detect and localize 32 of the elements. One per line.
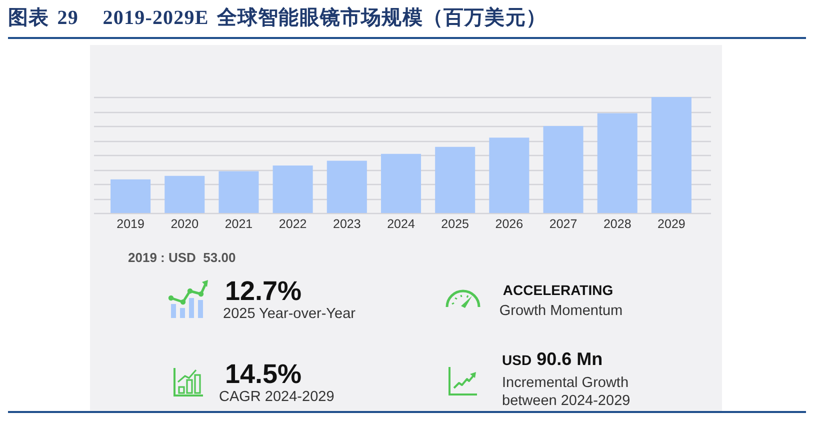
bar — [110, 179, 151, 213]
bar — [597, 113, 638, 213]
x-tick-label: 2025 — [441, 216, 470, 231]
text: 14.5% — [225, 359, 302, 390]
text: 2025 Year-over-Year — [223, 306, 356, 322]
x-tick-label: 2023 — [333, 216, 361, 231]
x-tick-label: 2019 — [116, 216, 144, 231]
bar — [164, 176, 205, 213]
x-tick-label: 2021 — [224, 216, 253, 231]
x-tick-label: 2027 — [549, 216, 578, 231]
text: USD 90.6 Mn — [502, 349, 603, 369]
x-tick-label: 2020 — [170, 216, 199, 231]
x-tick-label: 2026 — [495, 216, 524, 231]
text: 2019 : USD 53.00 — [128, 250, 236, 265]
x-tick-label: 2022 — [278, 216, 307, 231]
bar — [543, 126, 584, 213]
x-tick-label: 2024 — [387, 216, 415, 231]
bar — [380, 154, 422, 213]
x-tick-label: 2028 — [603, 216, 632, 231]
bar — [326, 160, 367, 213]
text: 12.7% — [225, 276, 302, 307]
bar — [651, 97, 692, 213]
text: CAGR 2024-2029 — [219, 389, 334, 405]
x-tick-label: 2029 — [658, 216, 686, 231]
bar — [218, 171, 259, 213]
bar — [435, 146, 476, 213]
text: Growth Momentum — [498, 303, 624, 319]
bar — [489, 138, 530, 213]
chart-title: 图表 29 2019-2029E 全球智能眼镜市场规模（百万美元） — [8, 6, 546, 31]
text: ACCELERATING — [502, 282, 614, 298]
bar — [272, 165, 313, 213]
text: Incremental Growth between 2024-2029 — [502, 374, 632, 410]
